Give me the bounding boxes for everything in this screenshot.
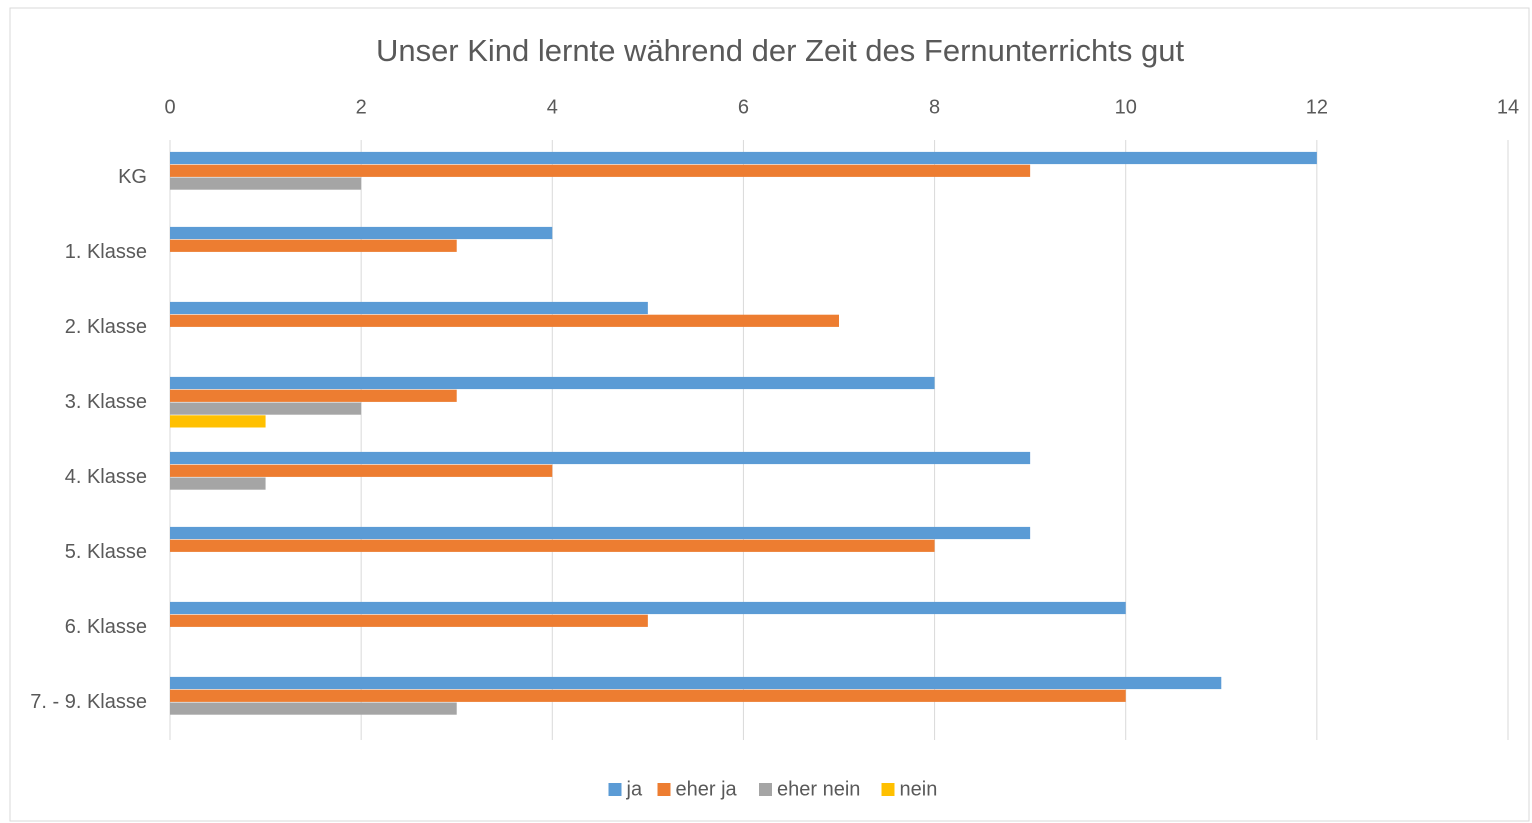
legend-label: nein	[900, 778, 938, 800]
y-tick-label: 5. Klasse	[65, 541, 147, 563]
bar	[170, 464, 553, 477]
y-tick-label: KG	[118, 166, 147, 188]
bar	[170, 151, 1317, 165]
legend-marker	[881, 783, 895, 796]
bar	[170, 451, 1031, 465]
bar	[170, 689, 1126, 702]
bar	[170, 601, 1126, 615]
bar	[170, 539, 935, 552]
legend-marker	[759, 783, 772, 796]
x-tick-label: 14	[1497, 96, 1519, 118]
bar	[170, 239, 457, 252]
x-tick-label: 10	[1115, 96, 1137, 118]
bar	[170, 314, 839, 327]
bar	[170, 415, 266, 428]
bar	[170, 301, 648, 315]
legend-marker	[657, 783, 671, 796]
y-tick-label: 4. Klasse	[65, 466, 147, 488]
legend-marker	[608, 783, 622, 796]
bar	[170, 389, 457, 402]
x-tick-label: 6	[738, 96, 749, 118]
bar	[170, 402, 362, 415]
y-tick-label: 1. Klasse	[65, 241, 147, 263]
y-tick-label: 2. Klasse	[65, 316, 147, 338]
bar	[170, 164, 1031, 177]
legend-label: eher nein	[777, 778, 860, 800]
legend-label: eher ja	[676, 778, 738, 800]
bar	[170, 614, 648, 627]
bar	[170, 702, 457, 715]
x-tick-label: 2	[356, 96, 367, 118]
legend-label: ja	[626, 778, 643, 800]
bar	[170, 376, 935, 390]
bar	[170, 477, 266, 490]
x-tick-label: 0	[164, 96, 175, 118]
x-tick-label: 4	[547, 96, 558, 118]
chart-title: Unser Kind lernte während der Zeit des F…	[376, 33, 1185, 68]
bar	[170, 177, 362, 190]
bar	[170, 526, 1031, 540]
x-tick-label: 12	[1306, 96, 1328, 118]
x-tick-label: 8	[929, 96, 940, 118]
y-tick-label: 3. Klasse	[65, 391, 147, 413]
bar	[170, 226, 553, 240]
bar	[170, 676, 1222, 690]
y-tick-label: 7. - 9. Klasse	[30, 691, 147, 713]
y-tick-label: 6. Klasse	[65, 616, 147, 638]
